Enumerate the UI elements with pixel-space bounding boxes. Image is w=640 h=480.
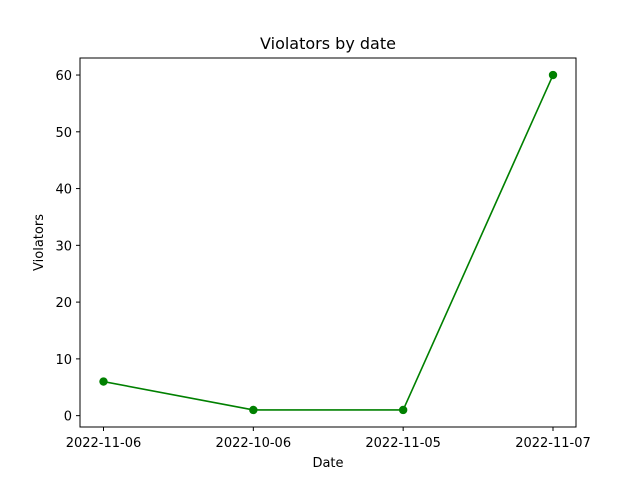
- x-tick-label: 2022-11-07: [515, 436, 591, 451]
- y-tick-label: 0: [64, 410, 72, 425]
- axis-layer: 0 10 20 30 40 50 60 2022-11-06 2022-10-06 2022-11…: [55, 69, 590, 451]
- data-point: [99, 377, 108, 386]
- x-tick-label: 2022-11-05: [365, 436, 441, 451]
- x-axis-label: Date: [312, 456, 343, 471]
- plot-frame: [79, 57, 577, 428]
- data-point: [398, 405, 408, 415]
- x-tick-label: 2022-10-06: [216, 436, 292, 451]
- y-tick-label: 60: [55, 69, 72, 84]
- chart-title: Violators by date: [260, 34, 396, 53]
- series-line: [103, 74, 554, 411]
- y-tick-label: 40: [55, 183, 72, 198]
- data-point: [249, 405, 258, 415]
- y-tick-label: 20: [55, 296, 72, 311]
- data-point: [548, 70, 558, 80]
- series-layer: [99, 70, 558, 415]
- x-tick-label: 2022-11-06: [66, 436, 142, 451]
- y-tick-label: 30: [55, 239, 72, 254]
- y-tick-label: 10: [55, 353, 72, 368]
- y-axis-label: Violators: [32, 214, 47, 271]
- y-tick-label: 50: [55, 126, 72, 141]
